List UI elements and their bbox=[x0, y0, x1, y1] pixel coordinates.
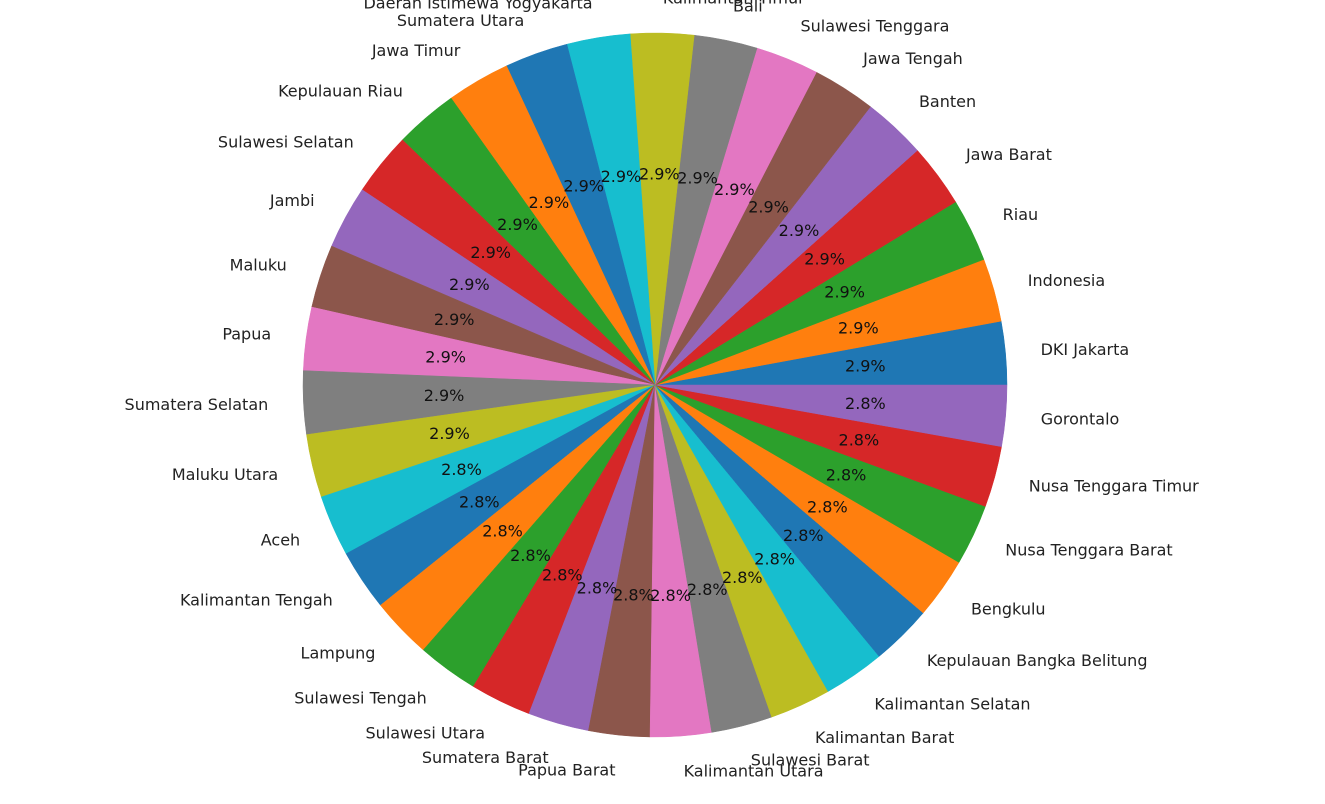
slice-percent-label: 2.8% bbox=[807, 498, 848, 517]
slice-category-label: Papua Barat bbox=[518, 761, 615, 780]
slice-percent-label: 2.9% bbox=[470, 243, 511, 262]
slice-percent-label: 2.9% bbox=[804, 250, 845, 269]
slice-percent-label: 2.8% bbox=[650, 586, 691, 605]
slice-percent-label: 2.9% bbox=[563, 177, 604, 196]
slice-percent-label: 2.8% bbox=[687, 580, 728, 599]
slice-category-label: Sumatera Selatan bbox=[125, 395, 269, 414]
slice-percent-label: 2.9% bbox=[639, 164, 680, 183]
slice-category-label: Indonesia bbox=[1028, 271, 1105, 290]
slice-category-label: Maluku bbox=[230, 256, 287, 275]
slice-percent-label: 2.9% bbox=[429, 424, 470, 443]
category-labels: DKI Jakarta Indonesia Riau Jawa Barat Banten… bbox=[125, 0, 1200, 781]
pie-slice bbox=[654, 384, 1008, 447]
slice-category-label: Bali bbox=[733, 0, 763, 15]
slice-category-label: Sulawesi Selatan bbox=[218, 132, 354, 151]
slice-percent-label: 2.9% bbox=[779, 221, 820, 240]
slice-percent-label: 2.8% bbox=[613, 586, 654, 605]
slice-category-label: Gorontalo bbox=[1041, 410, 1120, 429]
slice-category-label: Sumatera Barat bbox=[422, 748, 549, 767]
slice-category-label: Kepulauan Bangka Belitung bbox=[927, 651, 1148, 670]
slice-category-label: Papua bbox=[222, 325, 271, 344]
slice-percent-label: 2.9% bbox=[449, 275, 490, 294]
slice-category-label: Aceh bbox=[261, 531, 300, 550]
slice-percent-label: 2.8% bbox=[510, 546, 551, 565]
slice-percent-label: 2.9% bbox=[824, 283, 865, 302]
slice-category-label: Riau bbox=[1003, 205, 1039, 224]
slice-category-label: Kalimantan Selatan bbox=[874, 695, 1030, 714]
slice-category-label: DKI Jakarta bbox=[1041, 340, 1130, 359]
slice-category-label: Kalimantan Barat bbox=[815, 728, 954, 747]
slice-category-label: Kalimantan Utara bbox=[684, 762, 824, 781]
slice-category-label: Maluku Utara bbox=[172, 465, 278, 484]
slice-percent-label: 2.9% bbox=[424, 386, 465, 405]
slice-percent-label: 2.8% bbox=[441, 460, 482, 479]
slice-percent-label: 2.9% bbox=[714, 180, 755, 199]
slice-percent-label: 2.9% bbox=[838, 318, 879, 337]
slice-category-label: Nusa Tenggara Barat bbox=[1005, 541, 1172, 560]
slice-percent-label: 2.8% bbox=[754, 550, 795, 569]
slice-percent-label: 2.8% bbox=[459, 493, 500, 512]
slice-percent-label: 2.8% bbox=[839, 431, 880, 450]
slice-percent-label: 2.9% bbox=[434, 310, 475, 329]
slice-category-label: Sulawesi Tengah bbox=[294, 688, 426, 707]
slice-category-label: Sumatera Utara bbox=[397, 11, 524, 30]
slice-percent-label: 2.8% bbox=[845, 394, 886, 413]
slice-category-label: Kalimantan Tengah bbox=[180, 590, 333, 609]
slice-percent-label: 2.9% bbox=[748, 197, 789, 216]
slice-category-label: Daerah Istimewa Yogyakarta bbox=[363, 0, 592, 12]
slice-percent-label: 2.8% bbox=[826, 466, 867, 485]
slice-category-label: Lampung bbox=[301, 643, 376, 662]
slice-category-label: Banten bbox=[919, 92, 976, 111]
slice-percent-label: 2.8% bbox=[722, 568, 763, 587]
slice-category-label: Sulawesi Utara bbox=[366, 723, 486, 742]
slice-category-label: Jawa Barat bbox=[965, 145, 1052, 164]
slice-category-label: Jawa Tengah bbox=[862, 49, 963, 68]
slice-category-label: Jambi bbox=[269, 191, 315, 210]
slice-category-label: Jawa Timur bbox=[371, 41, 461, 60]
slice-category-label: Bengkulu bbox=[971, 599, 1046, 618]
slice-category-label: Sulawesi Barat bbox=[751, 751, 870, 770]
slice-percent-label: 2.8% bbox=[542, 565, 583, 584]
slice-percent-label: 2.9% bbox=[601, 167, 642, 186]
slice-percent-label: 2.9% bbox=[529, 193, 570, 212]
slice-category-label: Sulawesi Tenggara bbox=[801, 17, 950, 36]
slice-percent-label: 2.9% bbox=[497, 215, 538, 234]
slice-percent-label: 2.8% bbox=[482, 522, 523, 541]
slice-category-label: Nusa Tenggara Timur bbox=[1029, 477, 1199, 496]
slice-percent-label: 2.8% bbox=[577, 579, 618, 598]
slice-percent-label: 2.9% bbox=[845, 356, 886, 375]
percent-labels: 2.9%2.9%2.9%2.9%2.9%2.9%2.9%2.9%2.9%2.9%… bbox=[424, 164, 886, 605]
slice-percent-label: 2.8% bbox=[783, 526, 824, 545]
slice-category-label: Kalimantan Timur bbox=[663, 0, 805, 7]
slice-category-label: Kepulauan Riau bbox=[278, 82, 403, 101]
slice-percent-label: 2.9% bbox=[425, 348, 466, 367]
pie-wedges bbox=[302, 32, 1008, 738]
slice-percent-label: 2.9% bbox=[677, 169, 718, 188]
